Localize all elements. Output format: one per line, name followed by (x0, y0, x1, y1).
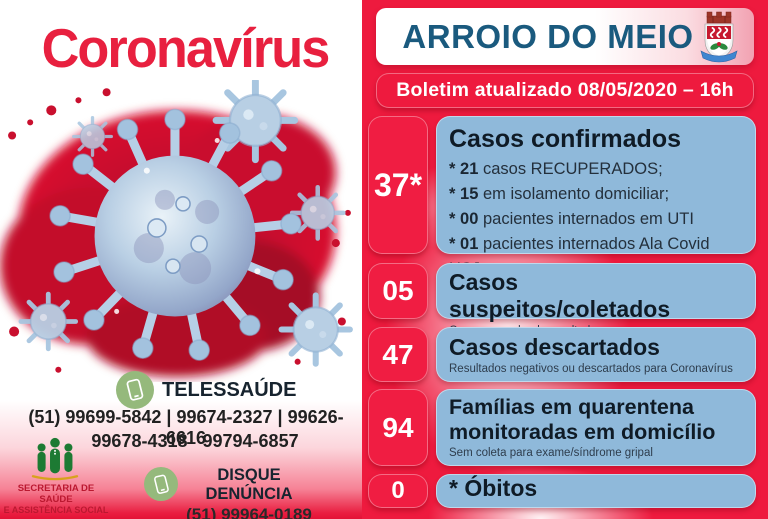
bullet: * (449, 235, 456, 253)
stat-card-suspected: Casos suspeitos/coletados Casos aguardan… (436, 263, 756, 337)
stat-detail-line: * 21 casos RECUPERADOS; (449, 157, 743, 182)
city-coat-of-arms (700, 11, 738, 62)
stat-value-suspected: 05 (368, 263, 428, 319)
stat-title: Famílias em quarentena monitoradas em do… (449, 395, 716, 444)
stat-subtitle: Resultados negativos ou descartados para… (449, 363, 733, 375)
disque-denuncia-block: DISQUE DENÚNCIA (51) 99964-0189 (183, 466, 315, 519)
detail-text: casos RECUPERADOS; (482, 160, 663, 178)
coronavirus-illustration (0, 80, 368, 377)
disque-denuncia-phone: (51) 99964-0189 (186, 505, 312, 519)
left-panel: Coronavírus (0, 0, 362, 519)
stat-card-discarded: Casos descartados Resultados negativos o… (436, 327, 756, 382)
header-card: ARROIO DO MEIO (376, 8, 754, 65)
telessaude-phone-numbers-line1: (51) 99699-5842 | 99674-2327 | 99626-661… (28, 407, 344, 448)
secretaria-name: SECRETARIA DE SAÚDE E ASSISTÊNCIA SOCIAL (0, 483, 112, 516)
detail-number: 01 (460, 235, 479, 253)
coronavirus-title: Coronavírus (41, 17, 331, 79)
stat-value-discarded: 47 (368, 327, 428, 382)
telessaude-label: TELESSAÚDE (162, 379, 297, 401)
stat-title: Casos suspeitos/coletados (449, 269, 671, 322)
bulletin-date-banner: Boletim atualizado 08/05/2020 – 16h (376, 73, 754, 108)
stat-title: Casos confirmados (449, 125, 682, 153)
stat-card-deaths: * Óbitos (436, 474, 756, 508)
stat-title: Casos descartados (449, 334, 660, 360)
bullet: * (449, 160, 456, 178)
bullet: * (449, 210, 456, 228)
stats-panel: ARROIO DO MEIO (362, 0, 768, 519)
bullet: * (449, 185, 456, 203)
disque-denuncia-phone-badge (144, 467, 178, 501)
secretaria-name-line2: E ASSISTÊNCIA SOCIAL (3, 505, 109, 515)
detail-number: 21 (460, 160, 479, 178)
stat-subtitle: Sem coleta para exame/síndrome gripal (449, 447, 653, 459)
smartphone-icon (153, 474, 169, 494)
city-name: ARROIO DO MEIO (402, 17, 694, 55)
detail-number: 00 (460, 210, 479, 228)
smartphone-icon (126, 378, 144, 401)
telessaude-phone-numbers-line2: 99678-4318 99794-6857 (91, 431, 299, 451)
secretaria-people-logo (31, 437, 79, 481)
detail-number: 15 (460, 185, 479, 203)
secretaria-name-line1: SECRETARIA DE SAÚDE (17, 483, 95, 505)
stat-value-deaths: 0 (368, 474, 428, 508)
stat-detail-line: * 00 pacientes internados em UTI (449, 207, 743, 232)
detail-text: pacientes internados em UTI (482, 210, 694, 228)
disque-denuncia-label: DISQUE DENÚNCIA (205, 466, 293, 503)
stat-title: * Óbitos (449, 474, 538, 501)
stat-detail-line: * 15 em isolamento domiciliar; (449, 182, 743, 207)
detail-text: em isolamento domiciliar; (482, 185, 670, 203)
stat-card-quarantined: Famílias em quarentena monitoradas em do… (436, 389, 756, 466)
telessaude-phone-badge (116, 371, 154, 409)
stat-value-quarantined: 94 (368, 389, 428, 466)
stat-value-confirmed: 37* (368, 116, 428, 254)
stat-card-confirmed: Casos confirmados * 21 casos RECUPERADOS… (436, 116, 756, 278)
